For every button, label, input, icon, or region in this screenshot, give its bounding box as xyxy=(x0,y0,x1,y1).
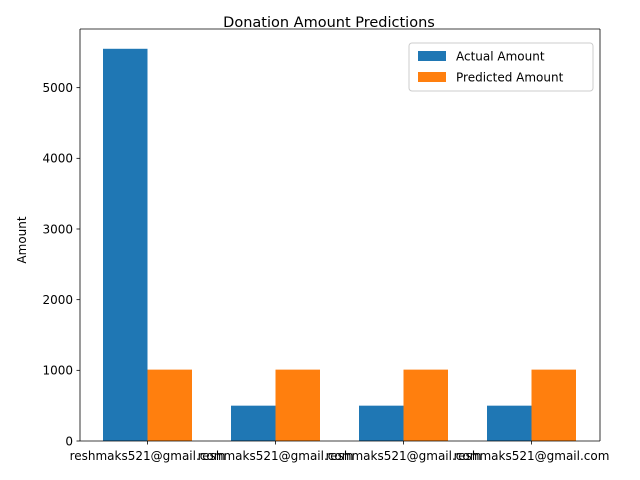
bar-actual-3 xyxy=(487,405,532,441)
bar-actual-1 xyxy=(231,405,276,441)
y-tick-label-2: 2000 xyxy=(42,293,73,307)
y-tick-label-5: 5000 xyxy=(42,81,73,95)
x-tick-label-0: reshmaks521@gmail.com xyxy=(70,449,226,463)
legend-box xyxy=(408,42,594,92)
legend: Actual Amount Predicted Amount xyxy=(408,42,594,92)
y-tick-label-1: 1000 xyxy=(42,364,73,378)
y-tick-label-4: 4000 xyxy=(42,152,73,166)
axes-group: 0 1000 2000 3000 4000 5000 reshmaks521@gmail.c… xyxy=(42,28,610,463)
bar-predicted-0 xyxy=(147,369,192,441)
legend-swatch-0 xyxy=(418,51,446,61)
x-tick-label-2: reshmaks521@gmail.com xyxy=(326,449,482,463)
legend-swatch-1 xyxy=(418,72,446,82)
bar-predicted-1 xyxy=(275,369,320,441)
y-tick-label-0: 0 xyxy=(65,434,73,448)
y-axis-label: Amount xyxy=(15,216,29,263)
bar-actual-0 xyxy=(103,48,148,442)
bar-actual-2 xyxy=(359,405,404,441)
bar-predicted-3 xyxy=(531,369,576,441)
y-tick-label-3: 3000 xyxy=(42,222,73,236)
legend-label-0: Actual Amount xyxy=(456,50,545,64)
legend-label-1: Predicted Amount xyxy=(456,71,564,85)
x-tick-label-3: reshmaks521@gmail.com xyxy=(454,449,610,463)
bar-predicted-2 xyxy=(403,369,448,441)
bars-group xyxy=(103,48,576,442)
chart-title: Donation Amount Predictions xyxy=(223,15,435,31)
x-tick-label-1: reshmaks521@gmail.com xyxy=(198,449,354,463)
